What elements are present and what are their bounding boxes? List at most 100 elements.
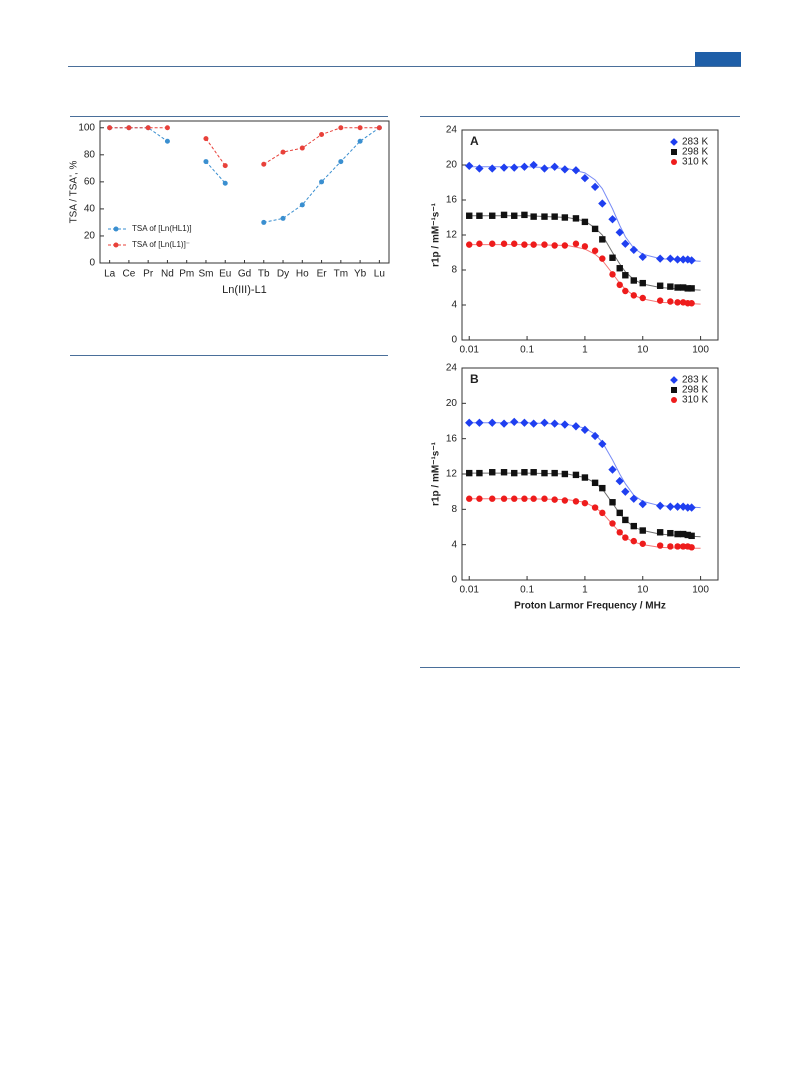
marker <box>521 211 528 219</box>
marker <box>489 469 496 476</box>
x-tick-label: 0.01 <box>459 585 479 596</box>
y-tick-label: 100 <box>78 122 95 133</box>
marker <box>656 529 664 536</box>
marker <box>673 502 682 511</box>
marker <box>591 247 599 254</box>
legend-label: 310 K <box>682 157 708 168</box>
marker <box>599 509 606 517</box>
marker <box>666 254 675 263</box>
marker <box>338 125 344 131</box>
legend-marker <box>671 149 677 155</box>
x-tick-label: Lu <box>374 269 385 280</box>
marker <box>667 283 674 290</box>
marker <box>476 240 483 247</box>
panel-label: A <box>470 134 479 148</box>
fit-line <box>469 244 701 305</box>
marker <box>638 499 647 509</box>
x-tick-label: Gd <box>238 269 251 280</box>
x-tick-label: Eu <box>219 269 231 280</box>
y-tick-label: 16 <box>446 195 458 206</box>
y-tick-label: 20 <box>446 160 458 171</box>
x-tick-label: 0.01 <box>459 345 479 356</box>
marker <box>599 484 606 492</box>
marker <box>639 527 646 534</box>
marker <box>621 239 630 248</box>
marker <box>572 215 580 222</box>
marker <box>621 487 630 496</box>
marker <box>475 164 484 173</box>
y-tick-label: 16 <box>446 433 458 444</box>
marker <box>551 496 558 503</box>
marker <box>687 256 696 265</box>
marker <box>488 164 497 173</box>
marker <box>280 149 286 155</box>
marker <box>608 465 617 474</box>
marker <box>616 529 623 536</box>
marker <box>598 199 607 208</box>
marker <box>466 495 473 502</box>
x-tick-label: Sm <box>198 269 213 280</box>
x-axis-title: Proton Larmor Frequency / MHz <box>514 601 666 612</box>
x-tick-label: Ho <box>296 269 309 280</box>
marker <box>630 522 637 530</box>
marker <box>688 544 695 551</box>
y-tick-label: 8 <box>451 265 457 276</box>
marker <box>572 240 580 247</box>
x-tick-label: Tm <box>334 269 348 280</box>
marker <box>629 494 638 503</box>
marker <box>466 469 473 477</box>
marker <box>521 469 528 476</box>
x-tick-label: 100 <box>692 345 709 356</box>
marker <box>598 439 607 449</box>
marker <box>499 163 509 172</box>
x-tick-label: Yb <box>354 269 367 280</box>
marker <box>679 502 688 511</box>
marker <box>530 241 537 248</box>
marker <box>540 418 549 427</box>
marker <box>222 163 228 169</box>
y-tick-label: 20 <box>446 398 458 409</box>
y-tick-label: 4 <box>451 300 457 311</box>
x-tick-label: 1 <box>582 585 588 596</box>
marker <box>666 502 675 511</box>
marker <box>572 498 580 505</box>
marker <box>688 532 695 540</box>
legend-marker <box>113 226 119 232</box>
y-tick-label: 80 <box>84 149 96 160</box>
marker <box>529 419 538 428</box>
marker <box>551 242 558 249</box>
marker <box>581 499 589 507</box>
marker <box>145 125 151 131</box>
plot-frame <box>461 129 719 341</box>
marker <box>609 520 616 527</box>
series-line <box>109 127 168 142</box>
x-tick-label: Dy <box>277 269 289 280</box>
marker <box>599 255 606 262</box>
marker <box>656 282 664 289</box>
marker <box>622 287 629 295</box>
marker <box>541 495 548 502</box>
x-tick-label: Nd <box>161 269 174 280</box>
marker <box>622 534 629 541</box>
marker <box>476 495 483 502</box>
y-tick-label: 0 <box>451 335 457 346</box>
marker <box>521 495 528 502</box>
marker <box>679 255 688 264</box>
legend-marker <box>671 397 677 403</box>
legend-marker <box>670 376 678 384</box>
marker <box>510 163 519 172</box>
marker <box>581 243 589 250</box>
marker <box>615 476 624 486</box>
marker <box>656 542 664 549</box>
marker <box>615 228 624 237</box>
y-axis-title: TSA / TSA', % <box>69 160 80 223</box>
marker <box>656 297 664 304</box>
marker <box>679 530 687 538</box>
marker <box>688 300 695 307</box>
y-tick-label: 0 <box>451 575 457 586</box>
legend-label: TSA of [Ln(L1)]⁻ <box>132 240 190 249</box>
marker <box>616 281 623 289</box>
marker <box>500 495 508 502</box>
marker <box>511 240 518 247</box>
marker <box>376 125 382 131</box>
